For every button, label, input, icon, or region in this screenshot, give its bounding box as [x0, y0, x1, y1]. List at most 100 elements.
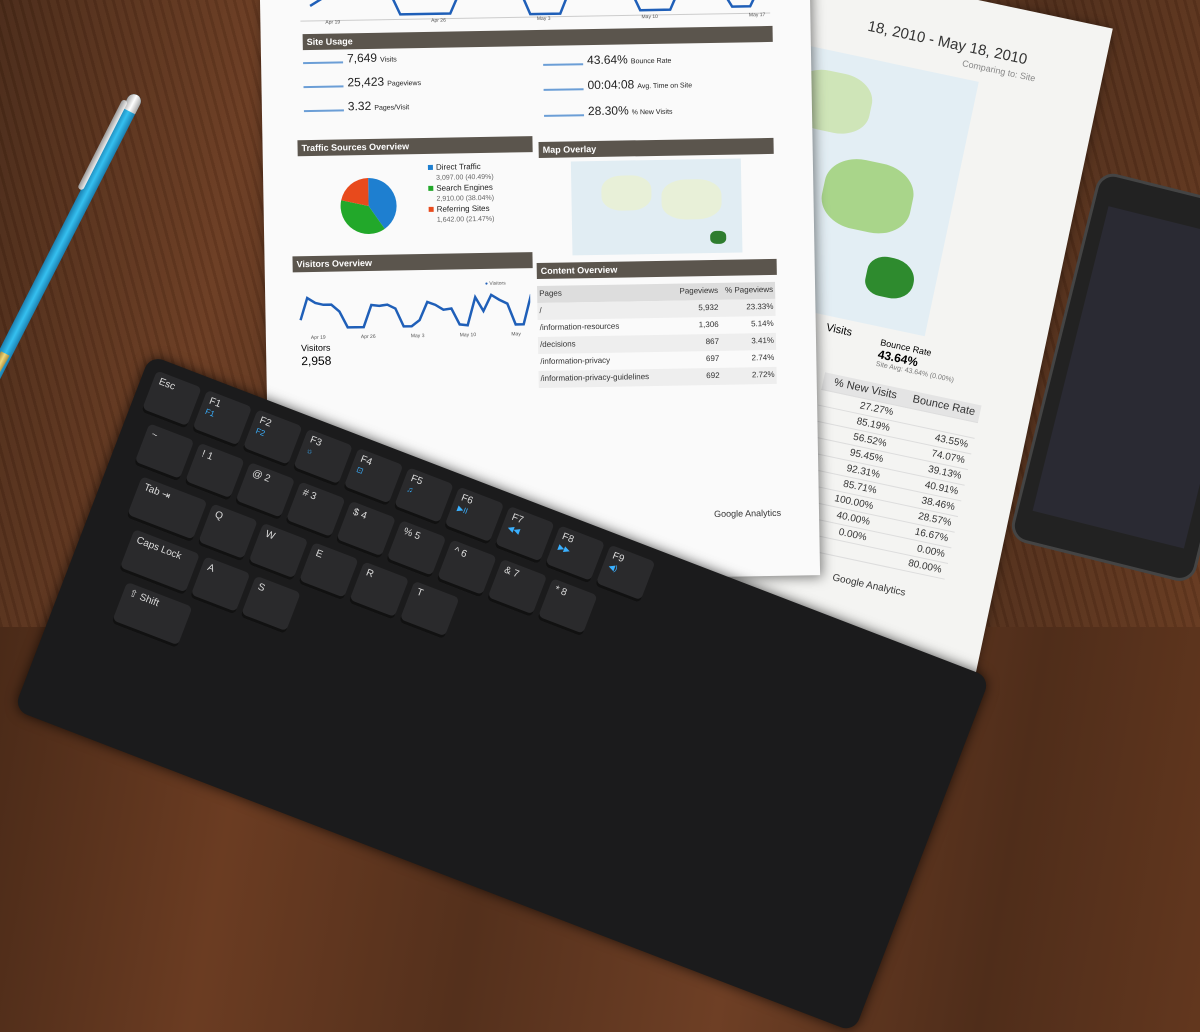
key-f2[interactable]: F2 F2	[241, 409, 303, 468]
key-label: & 7	[502, 564, 521, 581]
content-overview-header: Content Overview	[536, 258, 777, 280]
cell: 692	[706, 370, 720, 381]
key--2[interactable]: @ 2	[234, 462, 296, 521]
key-label: S	[256, 581, 267, 595]
key--3[interactable]: # 3	[284, 481, 346, 540]
date-range: 18, 2010 - May 18, 2010	[866, 17, 1029, 69]
axis-tick: Apr 26	[431, 17, 446, 24]
legend-label: Direct Traffic	[435, 162, 481, 172]
key-f5[interactable]: F5 ♫	[393, 467, 454, 526]
legend-swatch	[427, 164, 433, 170]
bounce-summary: Bounce Rate 43.64% Site Avg: 43.64% (0.0…	[875, 337, 989, 390]
metric--new-visits: 28.30% % New Visits	[543, 103, 673, 119]
sparkline-icon	[543, 57, 584, 67]
axis-tick: May	[511, 331, 521, 338]
key-label: ⇧ Shift	[127, 587, 161, 610]
legend-label: Search Engines	[436, 182, 493, 193]
legend-label: Referring Sites	[436, 203, 490, 214]
key-f7[interactable]: F7 ◀◀	[494, 505, 555, 565]
key-s[interactable]: S	[240, 575, 301, 634]
key-esc[interactable]: Esc	[141, 370, 202, 429]
site-usage-header: Site Usage	[302, 25, 773, 51]
sparkline-icon	[303, 103, 344, 113]
key-f4[interactable]: F4 ⊡	[342, 447, 404, 507]
cell: /information-privacy-guidelines	[540, 372, 650, 384]
key-q[interactable]: Q	[197, 503, 258, 562]
metric-label: Visits	[380, 56, 397, 64]
key-label: % 5	[401, 525, 422, 543]
key-label: # 3	[300, 487, 318, 503]
key-label: Esc	[157, 376, 177, 393]
traffic-pie-chart	[340, 177, 397, 234]
key-fn-icon: ⊡	[355, 464, 365, 476]
key-f9[interactable]: F9 ◀)	[594, 544, 656, 603]
key-f3[interactable]: F3 ☼	[292, 428, 353, 487]
cell: /decisions	[539, 339, 576, 350]
cell: /information-privacy	[540, 355, 611, 367]
axis-tick: May 3	[410, 333, 425, 340]
key-label: Q	[213, 509, 225, 523]
key--8[interactable]: * 8	[537, 578, 598, 637]
key-label: * 8	[553, 584, 569, 599]
cell: 1,306	[698, 319, 719, 330]
key--5[interactable]: % 5	[385, 520, 447, 579]
key-label: ! 1	[200, 448, 215, 463]
legend-swatch	[428, 185, 434, 191]
key-fn-icon: ▶II	[456, 503, 470, 516]
key--1[interactable]: ! 1	[184, 442, 245, 501]
axis-tick: May 17	[748, 12, 766, 19]
key--7[interactable]: & 7	[486, 558, 548, 618]
key--[interactable]: ~	[133, 423, 195, 482]
visitors-overview-header: Visitors Overview	[292, 252, 533, 273]
key-t[interactable]: T	[398, 580, 460, 640]
metric-pageviews: 25,423 Pageviews	[303, 74, 421, 90]
legend-detail: 1,642.00 (21.47%)	[436, 215, 495, 224]
top-line-chart	[300, 0, 771, 22]
sparkline-icon	[302, 55, 344, 65]
key-f8[interactable]: F8 ▶▶	[544, 525, 606, 584]
front-report-page: Apr 19 Apr 26 May 3 May 10 May 17 Site Usage…	[259, 0, 821, 585]
legend-item: Referring Sites 1,642.00 (21.47%)	[428, 203, 495, 226]
visitors-line-chart	[299, 293, 531, 329]
key-f1[interactable]: F1 F1	[191, 389, 253, 449]
key-w[interactable]: W	[247, 522, 309, 582]
traffic-sources-header: Traffic Sources Overview	[297, 136, 533, 157]
key-label: T	[414, 586, 425, 600]
key-fn-icon: F2	[254, 426, 267, 439]
metric-visits: 7,649 Visits	[302, 50, 397, 66]
key-label: R	[364, 567, 376, 581]
key-f6[interactable]: F6 ▶II	[443, 486, 505, 545]
metric-value: 28.30%	[587, 103, 629, 119]
key--6[interactable]: ^ 6	[436, 539, 497, 598]
axis-tick: Apr 26	[360, 333, 376, 341]
key-r[interactable]: R	[348, 561, 410, 620]
key-fn-icon: ▶▶	[556, 542, 572, 556]
key-label: Caps Lock	[134, 534, 183, 563]
key-fn-icon: ♫	[405, 484, 415, 495]
sparkline-icon	[543, 108, 585, 117]
key--4[interactable]: $ 4	[335, 500, 396, 560]
cell: 2.74%	[751, 352, 775, 363]
cell: 5,932	[698, 302, 719, 313]
key-a[interactable]: A	[189, 556, 251, 615]
key-label: W	[263, 528, 277, 543]
google-analytics-footer: Google Analytics	[713, 507, 782, 519]
metric-avg-time-on-site: 00:04:08 Avg. Time on Site	[543, 76, 692, 93]
content-table: Pages Pageviews % Pageviews / 5,932 23.33% /i…	[537, 281, 777, 389]
axis-tick: Apr 19	[310, 334, 326, 342]
metric-value: 7,649	[346, 50, 378, 66]
key-fn-icon: ◀◀	[506, 523, 522, 536]
visits-label: Visits	[825, 321, 854, 339]
sparkline-icon	[543, 82, 584, 92]
table-row: /information-privacy-guidelines 692 2.72%	[538, 366, 777, 389]
key-label: $ 4	[351, 506, 369, 522]
metric-bounce-rate: 43.64% Bounce Rate	[543, 52, 671, 68]
key-label: ~	[149, 429, 160, 442]
metric-pages-visit: 3.32 Pages/Visit	[303, 98, 410, 114]
axis-tick: May 10	[641, 13, 658, 21]
key-e[interactable]: E	[298, 542, 359, 601]
key-fn-icon: ☼	[304, 445, 315, 457]
metric-value: 00:04:08	[587, 77, 635, 93]
cell: /information-resources	[539, 321, 620, 333]
legend-item: Direct Traffic 3,097.00 (40.49%)	[427, 162, 494, 184]
